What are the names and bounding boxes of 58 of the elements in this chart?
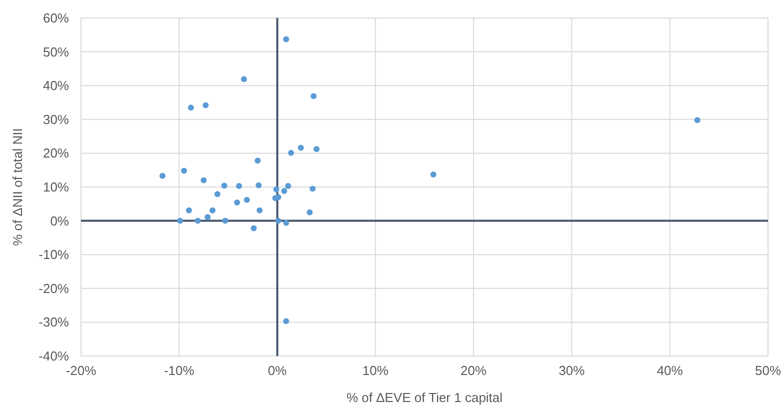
point xyxy=(310,93,317,100)
point xyxy=(275,218,282,224)
point xyxy=(177,218,184,224)
point xyxy=(283,36,290,42)
point xyxy=(234,200,240,206)
point xyxy=(275,194,282,200)
point xyxy=(288,150,294,156)
y-tick-label: 40% xyxy=(42,78,70,94)
y-tick-label: 10% xyxy=(42,180,70,194)
y-axis-title: % of ΔNII of total NII xyxy=(10,128,25,246)
point xyxy=(194,218,201,224)
y-tick-label: 0% xyxy=(50,213,70,228)
x-tick-label: 40% xyxy=(656,363,684,378)
point xyxy=(188,104,194,111)
point xyxy=(250,225,257,232)
y-tick-label: 60% xyxy=(42,10,70,26)
x-tick-label: -20% xyxy=(66,363,97,378)
point xyxy=(306,209,313,216)
point xyxy=(204,214,211,220)
point xyxy=(256,182,262,188)
point xyxy=(221,182,228,189)
point xyxy=(694,117,700,124)
y-tick-label: -10% xyxy=(38,247,70,262)
y-tick-label: 30% xyxy=(42,112,70,127)
point xyxy=(283,220,290,226)
point xyxy=(240,76,247,82)
point xyxy=(214,191,220,198)
y-tick-label: -40% xyxy=(38,348,70,364)
point xyxy=(430,171,436,178)
point xyxy=(159,172,166,179)
y-tick-label: 50% xyxy=(42,44,70,60)
x-tick-label: 10% xyxy=(362,363,389,378)
x-tick-label: 0% xyxy=(268,363,288,378)
y-tick-label: -20% xyxy=(38,280,70,296)
point xyxy=(186,207,192,214)
point xyxy=(314,146,320,152)
point xyxy=(281,188,288,194)
x-axis-title: % of ΔEVE of Tier 1 capital xyxy=(346,390,503,405)
point xyxy=(244,196,250,203)
x-tick-label: 30% xyxy=(558,363,586,378)
point xyxy=(256,207,263,214)
x-tick-label: 50% xyxy=(754,363,782,378)
point xyxy=(210,207,216,214)
point xyxy=(222,218,228,224)
y-tick-label: -30% xyxy=(38,314,70,330)
x-tick-label: -10% xyxy=(164,363,195,378)
point xyxy=(285,182,292,189)
point xyxy=(200,177,207,184)
y-tick-label: 20% xyxy=(42,146,70,161)
point xyxy=(181,168,188,174)
point xyxy=(202,102,209,108)
point xyxy=(236,182,242,189)
point xyxy=(283,318,290,324)
x-tick-label: 20% xyxy=(460,363,488,378)
point xyxy=(273,186,280,192)
point xyxy=(298,144,304,151)
point xyxy=(310,186,316,192)
point xyxy=(254,158,261,164)
